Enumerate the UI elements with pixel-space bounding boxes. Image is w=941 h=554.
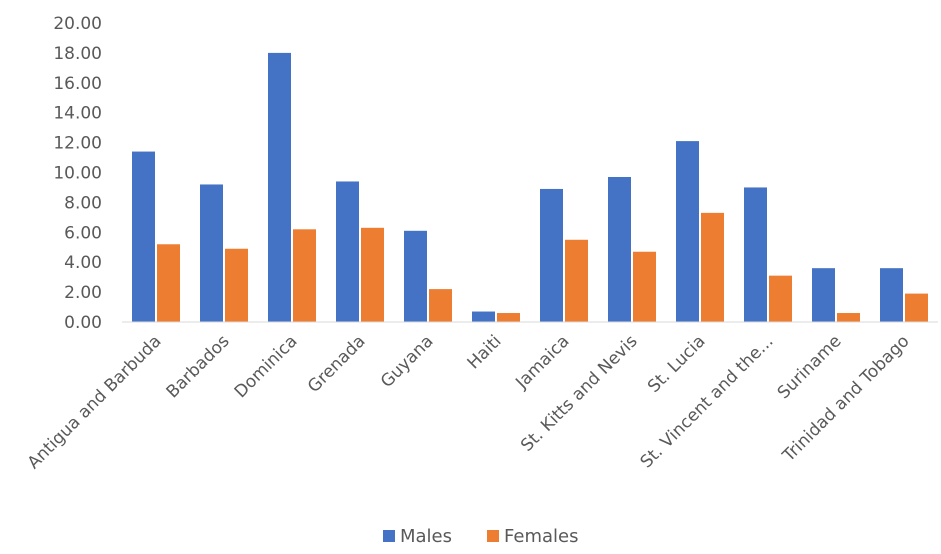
legend: Males Females	[383, 526, 578, 547]
legend-label: Males	[400, 526, 452, 547]
y-tick-label: 12.00	[53, 134, 102, 154]
x-tick-label: Barbados	[163, 331, 234, 402]
bars	[132, 52, 928, 323]
x-tick-label: St. Vincent and the...	[637, 331, 778, 472]
x-tick-label: Dominica	[231, 331, 302, 402]
y-tick-label: 8.00	[64, 193, 102, 213]
y-tick-label: 14.00	[53, 104, 102, 124]
female-bar	[701, 212, 724, 322]
female-bar	[905, 293, 928, 322]
y-tick-label: 6.00	[64, 223, 102, 243]
female-bar	[769, 275, 792, 322]
female-bar	[293, 229, 316, 322]
female-bar	[225, 248, 248, 322]
y-tick-label: 4.00	[64, 253, 102, 273]
x-tick-label: Jamaica	[511, 331, 573, 393]
y-tick-label: 0.00	[64, 313, 102, 333]
female-bar	[837, 313, 860, 322]
y-axis: 0.00 2.00 4.00 6.00 8.00 10.00 12.00 14.00 16.00…	[53, 14, 102, 333]
y-tick-label: 10.00	[53, 164, 102, 184]
female-bar	[361, 227, 384, 322]
male-bar	[132, 151, 155, 322]
x-tick-label: Trinidad and Tobago	[778, 331, 913, 466]
male-bar	[472, 311, 495, 322]
y-tick-label: 20.00	[53, 14, 102, 34]
y-tick-label: 2.00	[64, 283, 102, 303]
male-bar	[676, 141, 699, 322]
female-bar	[633, 251, 656, 322]
male-bar	[200, 184, 223, 322]
x-tick-label: Antigua and Barbuda	[24, 331, 166, 473]
male-bar	[608, 176, 631, 322]
x-tick-label: Grenada	[304, 331, 370, 397]
x-tick-label: Haiti	[464, 331, 506, 373]
legend-label: Females	[504, 526, 578, 547]
x-tick-label: St. Lucia	[644, 331, 710, 397]
male-bar	[404, 230, 427, 322]
male-bar	[336, 181, 359, 322]
x-tick-label: Guyana	[377, 331, 438, 392]
male-bar	[812, 268, 835, 322]
y-tick-label: 18.00	[53, 44, 102, 64]
legend-swatch	[383, 530, 395, 542]
female-bar	[429, 289, 452, 322]
male-bar	[540, 188, 563, 322]
female-bar	[157, 244, 180, 322]
y-tick-label: 16.00	[53, 74, 102, 94]
female-bar	[565, 239, 588, 322]
legend-swatch	[487, 530, 499, 542]
x-tick-label: St. Kitts and Nevis	[517, 331, 642, 456]
female-bar	[497, 313, 520, 322]
x-tick-label: Suriname	[774, 331, 846, 403]
male-bar	[268, 52, 291, 323]
male-bar	[744, 187, 767, 322]
male-bar	[880, 268, 903, 322]
